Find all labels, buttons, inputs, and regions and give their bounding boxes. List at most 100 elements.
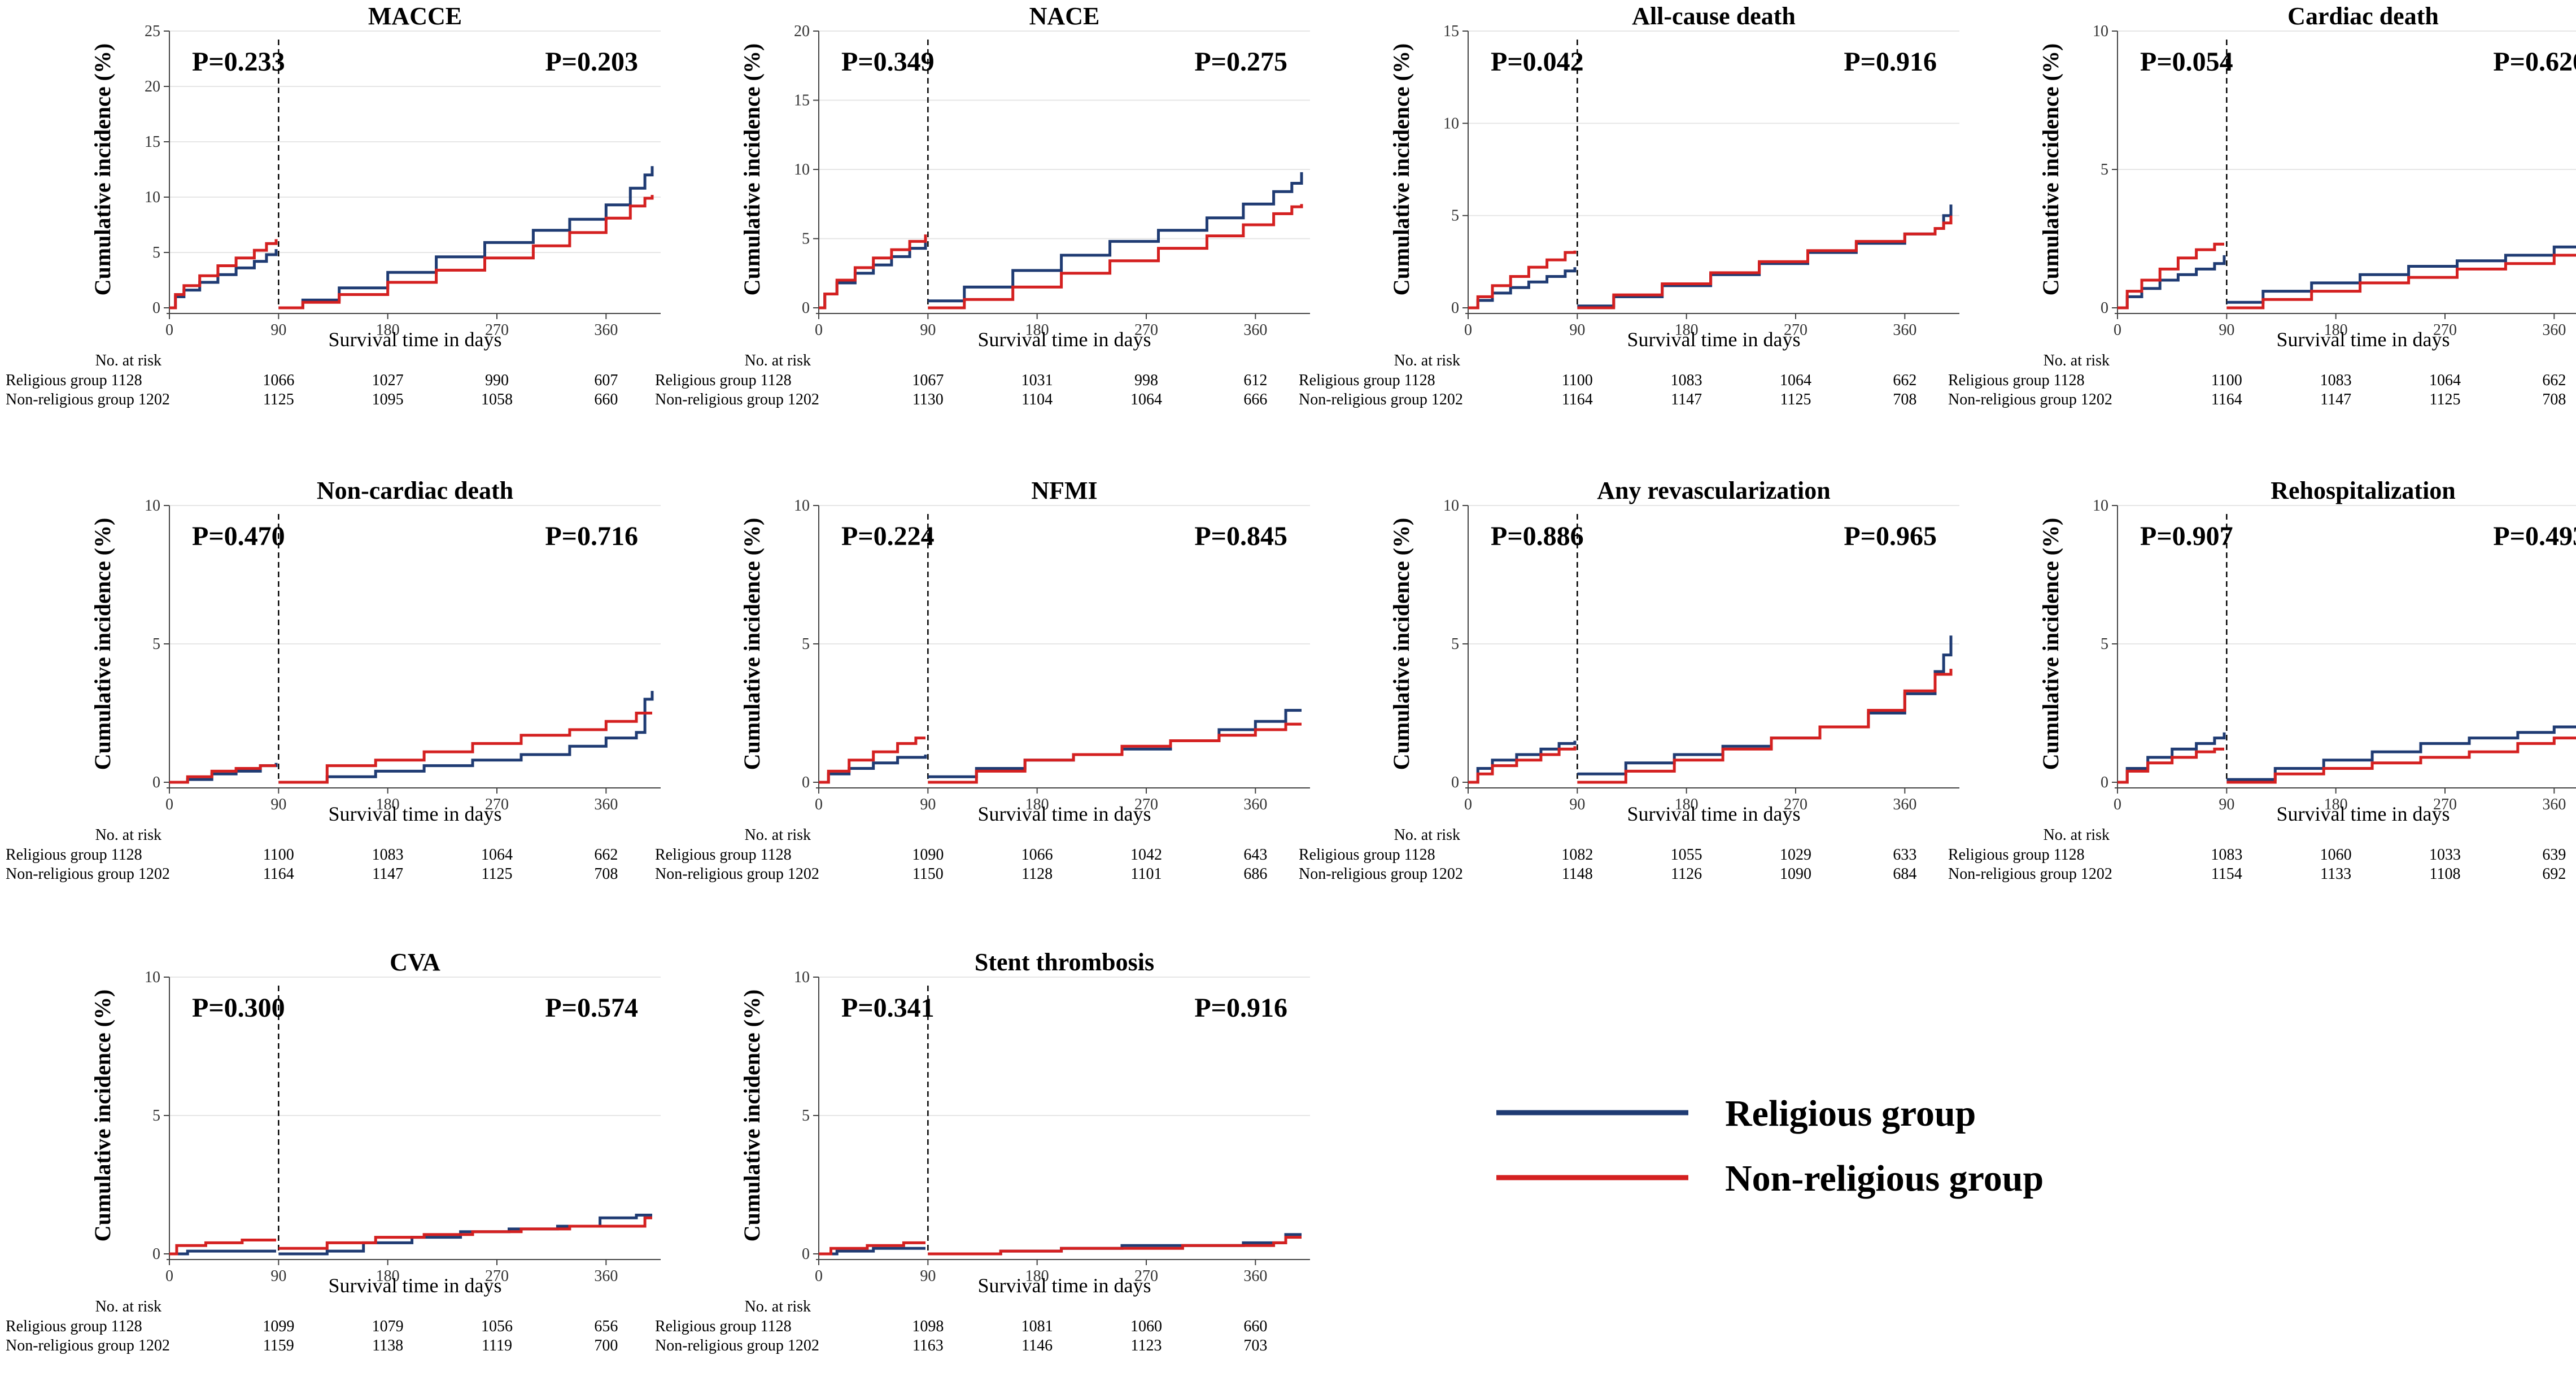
y-tick-label: 5 [802, 1107, 810, 1125]
risk-value: 1090 [1780, 865, 1811, 883]
p-value-late: P=0.493 [2493, 521, 2576, 551]
x-tick-label: 180 [376, 796, 400, 813]
y-tick-label: 15 [145, 133, 160, 151]
x-tick-label: 360 [594, 1267, 618, 1285]
risk-value: 1031 [1021, 372, 1053, 389]
y-tick-label: 0 [2101, 774, 2108, 791]
curve-religious-late [1577, 635, 1953, 775]
curve-non-religious-late [928, 1236, 1302, 1256]
p-value-early: P=0.300 [192, 993, 285, 1023]
curve-non-religious-late [928, 722, 1302, 784]
curve-religious-late [278, 691, 654, 784]
y-tick-label: 5 [1451, 207, 1459, 225]
curve-religious-late [278, 166, 654, 310]
risk-row-label: Religious group 1128 [1299, 846, 1435, 864]
x-tick-label: 0 [2114, 796, 2121, 813]
risk-value: 1128 [1021, 865, 1053, 883]
x-axis-label: Survival time in days [329, 1274, 502, 1297]
curve-non-religious-late [278, 712, 652, 784]
y-tick-label: 5 [802, 230, 810, 248]
risk-value: 1067 [912, 372, 944, 389]
x-axis-label: Survival time in days [978, 803, 1151, 825]
risk-value: 1125 [2430, 391, 2461, 408]
panel-nace: NACE 0 5 10 15 20 0 90 180 270 360 Survival time in… [655, 2, 1310, 408]
y-axis-label: Cumulative incidence (%) [2038, 518, 2063, 770]
y-tick-label: 10 [794, 969, 810, 986]
curve-non-religious-late [278, 195, 654, 310]
x-axis-label: Survival time in days [1627, 803, 1801, 825]
risk-value: 1125 [482, 865, 513, 883]
risk-value: 607 [594, 372, 618, 389]
p-value-early: P=0.341 [841, 993, 935, 1023]
legend-nonreligious-label: Non-religious group [1725, 1158, 2044, 1199]
risk-value: 1104 [1021, 391, 1053, 408]
x-tick-label: 90 [2219, 796, 2234, 813]
y-axis-label: Cumulative incidence (%) [739, 43, 765, 296]
x-tick-label: 180 [2324, 796, 2348, 813]
risk-value: 633 [1893, 846, 1916, 864]
y-tick-label: 0 [2101, 299, 2108, 317]
x-tick-label: 360 [1893, 321, 1916, 339]
y-tick-label: 5 [152, 635, 160, 653]
risk-value: 662 [2542, 372, 2566, 389]
risk-row-label: Non-religious group 1202 [655, 1337, 819, 1354]
risk-value: 1056 [481, 1318, 513, 1335]
risk-value: 686 [1243, 865, 1267, 883]
y-tick-label: 10 [145, 969, 160, 986]
risk-value: 1164 [263, 865, 294, 883]
curve-non-religious-early [169, 239, 278, 310]
risk-row-label: Religious group 1128 [1948, 372, 2085, 389]
curve-religious-early [819, 1247, 925, 1256]
risk-value: 1083 [2320, 372, 2352, 389]
curve-non-religious-late [278, 1216, 652, 1250]
x-tick-label: 90 [920, 321, 936, 339]
risk-value: 703 [1243, 1337, 1267, 1354]
x-tick-label: 360 [1243, 1267, 1267, 1285]
risk-value: 1100 [1562, 372, 1593, 389]
x-axis-label: Survival time in days [1627, 328, 1801, 351]
risk-value: 1066 [1021, 846, 1053, 864]
risk-value: 1029 [1780, 846, 1811, 864]
x-axis-label: Survival time in days [2277, 803, 2450, 825]
risk-value: 1123 [1131, 1337, 1162, 1354]
risk-row-label: Non-religious group 1202 [1948, 391, 2112, 408]
x-tick-label: 90 [920, 1267, 936, 1285]
p-value-early: P=0.224 [841, 521, 935, 551]
risk-value: 1064 [1780, 372, 1811, 389]
panel-title: CVA [390, 948, 440, 976]
y-tick-label: 25 [145, 23, 160, 40]
x-tick-label: 90 [270, 321, 286, 339]
curve-non-religious-late [928, 204, 1303, 310]
panel-title: Cardiac death [2287, 2, 2439, 30]
risk-value: 660 [1243, 1318, 1267, 1335]
y-tick-label: 10 [1443, 115, 1459, 132]
panel-title: NACE [1029, 2, 1100, 30]
risk-value: 662 [1893, 372, 1916, 389]
y-axis-label: Cumulative incidence (%) [1389, 43, 1414, 296]
risk-value: 662 [594, 846, 618, 864]
x-tick-label: 0 [815, 796, 823, 813]
y-tick-label: 5 [2101, 635, 2108, 653]
panel-title: Stent thrombosis [975, 948, 1154, 976]
x-tick-label: 180 [1025, 1267, 1049, 1285]
risk-table-header: No. at risk [1394, 826, 1460, 844]
p-value-early: P=0.886 [1491, 521, 1584, 551]
y-tick-label: 20 [145, 78, 160, 95]
x-tick-label: 90 [270, 1267, 286, 1285]
risk-value: 1159 [263, 1337, 294, 1354]
curve-non-religious-early [2117, 747, 2224, 784]
panel-macce: MACCE 0 5 10 15 20 25 0 90 180 270 360 Survival time… [6, 2, 661, 408]
x-tick-label: 180 [376, 321, 400, 339]
risk-value: 998 [1134, 372, 1158, 389]
x-tick-label: 180 [2324, 321, 2348, 339]
panel-title: MACCE [368, 2, 462, 30]
y-tick-label: 5 [802, 635, 810, 653]
risk-value: 1079 [372, 1318, 404, 1335]
curve-religious-early [2117, 732, 2226, 784]
risk-value: 1033 [2429, 846, 2461, 864]
risk-value: 1125 [1780, 391, 1811, 408]
x-tick-label: 0 [2114, 321, 2121, 339]
risk-value: 1081 [1021, 1318, 1053, 1335]
y-tick-label: 0 [1451, 774, 1459, 791]
panel-cardiac-death: Cardiac death 0 5 10 0 90 180 270 360 Survival ti… [1948, 2, 2576, 408]
